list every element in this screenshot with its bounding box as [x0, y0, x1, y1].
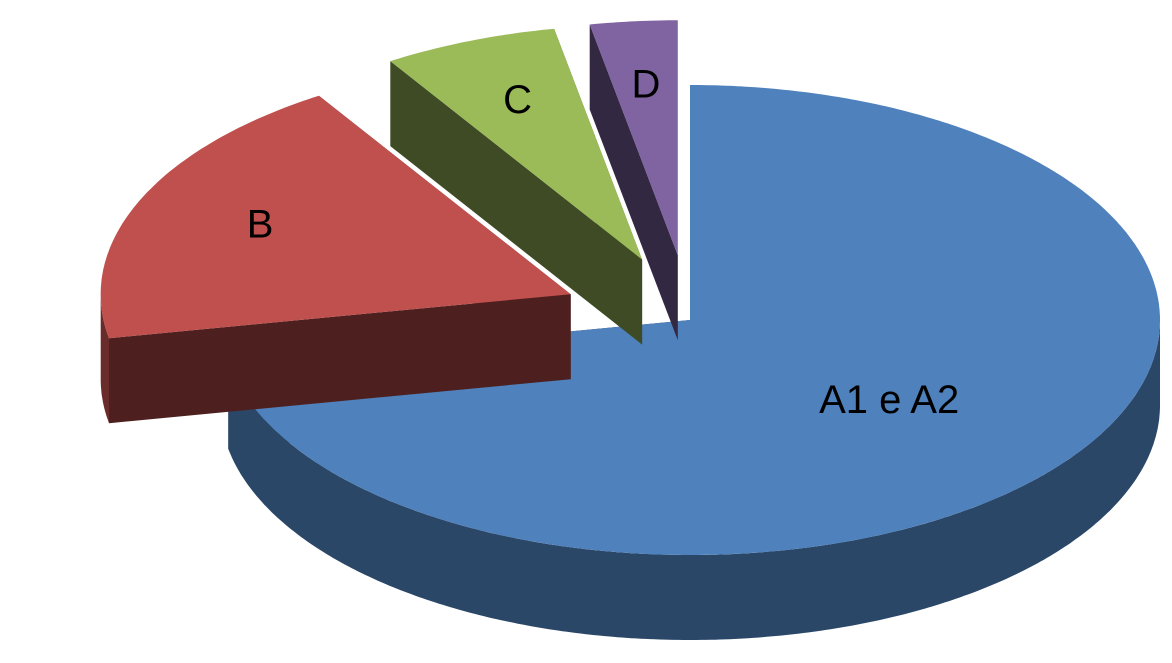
slice	[100, 95, 571, 424]
slice-wall	[390, 61, 643, 345]
slice-label: B	[247, 203, 274, 247]
slice-side	[228, 320, 1161, 640]
slice-wall	[589, 24, 678, 341]
slice-top	[589, 20, 678, 256]
slice	[390, 28, 643, 345]
slice-top	[228, 85, 1161, 555]
slice-top	[390, 28, 643, 260]
slice-top	[100, 95, 571, 339]
slice-side	[100, 294, 109, 424]
slice-label: D	[631, 62, 660, 106]
slice-label: A1 e A2	[819, 378, 959, 422]
slice-wall	[109, 294, 571, 424]
slice-label: C	[503, 78, 532, 122]
slice	[589, 20, 678, 341]
